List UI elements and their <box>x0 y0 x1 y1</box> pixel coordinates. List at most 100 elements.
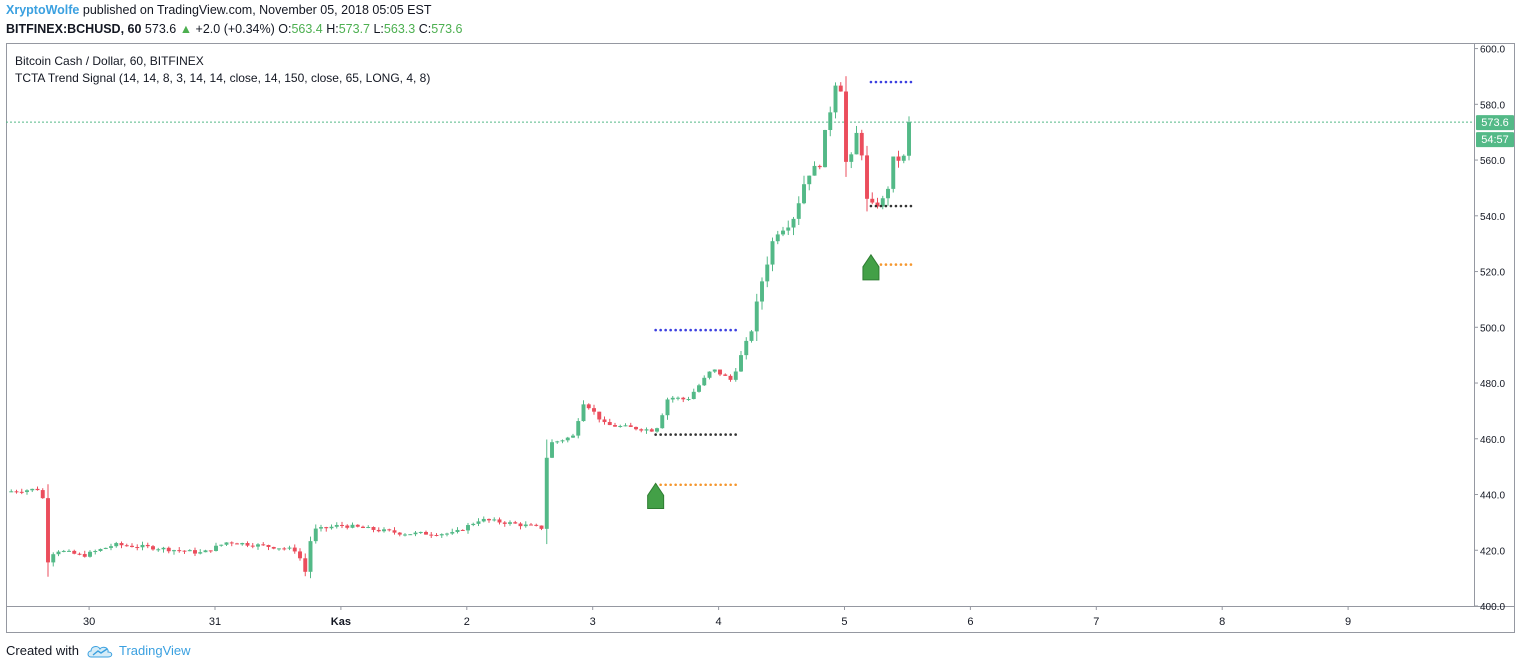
tradingview-cloud-icon <box>87 645 113 657</box>
publish-info: published on TradingView.com, November 0… <box>82 3 432 17</box>
candle-body <box>9 491 14 493</box>
target-dot <box>664 328 667 332</box>
stop-dot <box>684 483 687 487</box>
price-chart[interactable]: Bitcoin Cash / Dollar, 60, BITFINEX TCTA… <box>6 43 1515 633</box>
candle-body <box>844 91 848 162</box>
candle-body <box>324 527 329 529</box>
candle-body <box>865 155 869 199</box>
candle-body <box>403 534 407 536</box>
candle-body <box>182 550 187 552</box>
target-dot <box>709 328 712 332</box>
candle-body <box>907 122 911 156</box>
candle-body <box>639 429 644 431</box>
candle-body <box>77 553 82 555</box>
candle-body <box>502 522 507 524</box>
candle-body <box>256 544 260 547</box>
candle-body <box>634 426 638 430</box>
target-dot <box>679 328 682 332</box>
publish-line: XryptoWolfe published on TradingView.com… <box>6 3 431 17</box>
candle-body <box>786 227 791 231</box>
candle-body <box>565 437 570 441</box>
entry-level <box>654 433 737 436</box>
candle-body <box>397 532 402 535</box>
open-label: O: <box>278 22 292 36</box>
entry-dot <box>889 204 893 208</box>
candle-body <box>161 547 166 550</box>
candle-body <box>187 550 192 552</box>
stop-level <box>654 483 737 487</box>
candle-body <box>350 524 355 528</box>
target-level <box>869 80 913 84</box>
candle-body <box>193 550 197 554</box>
candle-body <box>576 421 581 436</box>
target-dot <box>654 328 657 332</box>
entry-dot <box>699 433 702 436</box>
candle-body <box>644 429 649 431</box>
candle-body <box>261 544 266 546</box>
author-link[interactable]: XryptoWolfe <box>6 3 80 17</box>
target-dot <box>874 80 878 84</box>
chart-frame[interactable]: Bitcoin Cash / Dollar, 60, BITFINEX TCTA… <box>6 43 1515 633</box>
target-dot <box>884 80 888 84</box>
price-tick-label: 420.0 <box>1480 546 1505 557</box>
stop-dot <box>689 483 692 487</box>
candle-body <box>93 551 98 553</box>
candle-body <box>765 264 770 282</box>
candle-body <box>544 457 549 529</box>
time-tick-label: 9 <box>1345 616 1351 628</box>
candle-body <box>487 518 491 521</box>
price-tick-label: 400.0 <box>1480 602 1505 613</box>
candle-body <box>240 543 245 545</box>
price-tick-label: 580.0 <box>1480 100 1505 111</box>
candle-body <box>733 371 738 380</box>
candle-body <box>497 519 502 523</box>
candle-body <box>114 543 119 547</box>
candle-body <box>245 543 250 546</box>
candle-body <box>172 550 176 552</box>
low-label: L: <box>373 22 384 36</box>
candle-body <box>103 547 108 549</box>
candle-body <box>754 301 759 332</box>
time-tick-label: 2 <box>464 616 470 628</box>
created-with-label: Created with <box>6 643 79 658</box>
target-level <box>654 328 737 332</box>
candle-body <box>896 156 901 161</box>
tradingview-link[interactable]: TradingView <box>118 643 191 658</box>
candle-body <box>282 548 287 550</box>
target-dot <box>729 328 732 332</box>
indicator-legend: TCTA Trend Signal (14, 14, 8, 3, 14, 14,… <box>15 71 430 85</box>
candle-body <box>434 534 439 536</box>
symbol-line: BITFINEX:BCHUSD, 60 573.6 ▲ +2.0 (+0.34%… <box>6 22 462 36</box>
trend-levels <box>654 80 913 487</box>
candle-body <box>880 198 885 207</box>
stop-dot <box>669 483 672 487</box>
candle-body <box>555 441 560 443</box>
candle-body <box>571 435 575 438</box>
high-value: 573.7 <box>338 22 370 36</box>
candle-body <box>539 525 544 529</box>
target-dot <box>724 328 727 332</box>
candle-body <box>718 369 722 375</box>
entry-dot <box>704 433 707 436</box>
candle-body <box>581 404 586 422</box>
last-price: 573.6 <box>144 22 177 36</box>
stop-dot <box>879 263 883 266</box>
target-dot <box>899 80 903 84</box>
candle-body <box>775 234 780 242</box>
candle-body <box>833 85 838 113</box>
stop-dot <box>894 263 898 266</box>
candle-body <box>214 545 218 551</box>
price-tick-label: 440.0 <box>1480 491 1505 502</box>
candle-body <box>140 544 145 548</box>
candle-body <box>523 524 528 527</box>
entry-dot <box>694 433 697 436</box>
candle-body <box>287 547 292 549</box>
entry-dot <box>734 433 737 436</box>
entry-dot <box>714 433 717 436</box>
price-tick-label: 600.0 <box>1480 45 1505 56</box>
entry-dot <box>909 204 913 208</box>
candle-body <box>382 529 386 532</box>
candle-body <box>534 524 539 526</box>
price-tick-label: 540.0 <box>1480 212 1505 223</box>
time-tick-label: 31 <box>209 616 221 628</box>
